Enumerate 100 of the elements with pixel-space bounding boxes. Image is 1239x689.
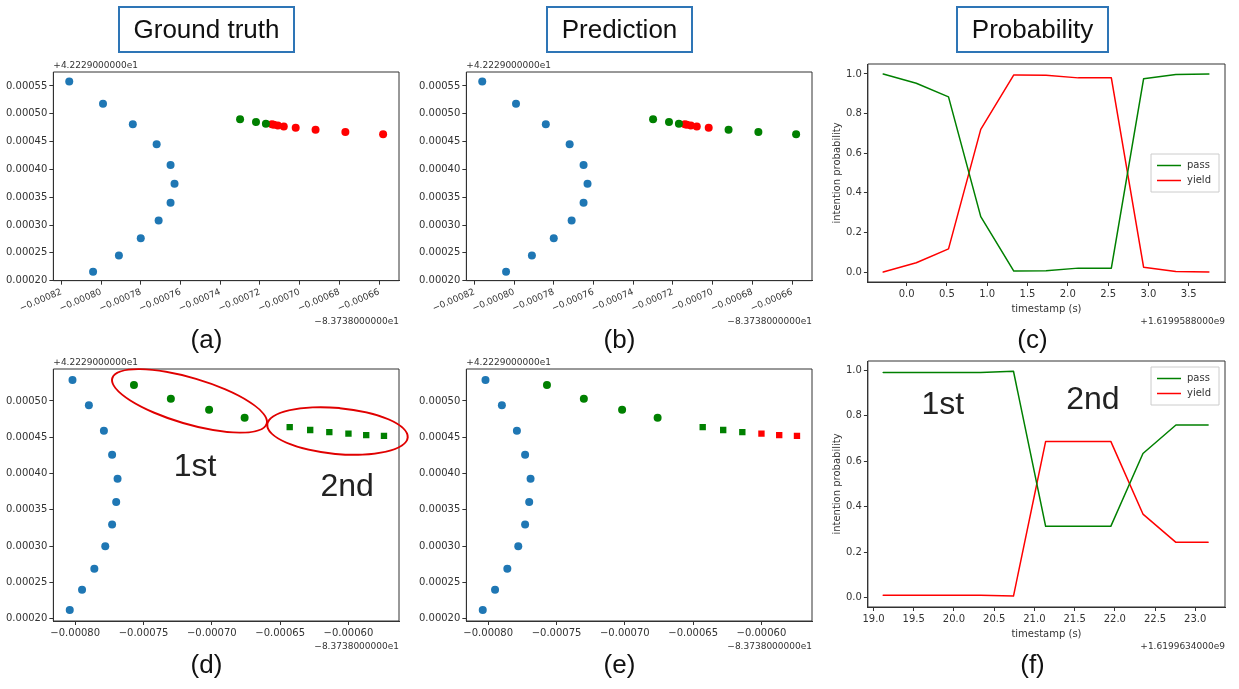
- point: [503, 564, 512, 573]
- text: (c): [1016, 324, 1049, 355]
- x-tick-label: 22.5: [1143, 612, 1167, 624]
- point: [579, 198, 588, 207]
- y-axis-title: intention probability: [830, 433, 842, 535]
- text: +4.2229000000e1: [466, 59, 552, 70]
- point: [653, 413, 662, 422]
- point: [542, 380, 551, 389]
- point: [84, 401, 93, 410]
- x-tick-label: 0.0: [898, 287, 915, 299]
- x-tick-label: 3.5: [1180, 287, 1197, 299]
- point: [692, 122, 701, 131]
- point: [541, 120, 550, 129]
- x-tick-label: 19.5: [902, 612, 925, 624]
- y-tick-label: 0.00055: [5, 79, 48, 91]
- y-tick-label: 0.00035: [5, 503, 48, 515]
- x-tick-label: 20.5: [983, 612, 1006, 624]
- y-tick-label: 0.4: [846, 186, 862, 198]
- point: [739, 429, 746, 436]
- annotation: 1st: [173, 447, 217, 484]
- point: [567, 216, 576, 225]
- legend-label: yield: [1187, 174, 1212, 186]
- y-tick-label: 0.00030: [418, 539, 461, 551]
- x-tick-label: −0.00065: [668, 626, 719, 638]
- point: [112, 497, 121, 506]
- y-tick-label: 0.00040: [5, 162, 48, 174]
- y-tick-label: 0.00050: [5, 107, 48, 119]
- point: [649, 115, 658, 124]
- text: −8.3738000000e1: [314, 640, 399, 651]
- annotation: 1st: [921, 385, 965, 422]
- x-tick-label: −0.00065: [255, 626, 306, 638]
- point: [236, 115, 245, 124]
- y-axis-title: intention probability: [830, 122, 842, 224]
- x-tick-label: −0.00080: [50, 626, 101, 638]
- point: [674, 119, 683, 128]
- x-tick-label: −0.00070: [599, 626, 650, 638]
- text: −8.3738000000e1: [727, 640, 812, 651]
- y-tick-label: 0.00050: [418, 394, 461, 406]
- point: [170, 179, 179, 188]
- x-tick-label: −0.00075: [531, 626, 582, 638]
- point: [113, 474, 122, 483]
- y-tick-label: 1.0: [846, 363, 862, 375]
- y-tick-label: 0.00040: [418, 467, 461, 479]
- y-tick-label: 0.8: [846, 409, 862, 421]
- text: (f): [1019, 649, 1046, 680]
- text: −8.3738000000e1: [727, 315, 812, 326]
- point: [108, 520, 117, 529]
- point: [136, 234, 145, 243]
- y-tick-label: 0.00025: [5, 576, 48, 588]
- y-tick-label: 0.00050: [418, 107, 461, 119]
- x-tick-label: 21.5: [1063, 612, 1086, 624]
- y-tick-label: 0.00055: [418, 79, 461, 91]
- text: −8.3738000000e1: [314, 315, 399, 326]
- point: [525, 497, 534, 506]
- point: [758, 430, 765, 437]
- y-tick-label: 0.6: [846, 454, 862, 466]
- point: [579, 160, 588, 169]
- point: [154, 216, 163, 225]
- point: [166, 160, 175, 169]
- x-tick-label: 20.0: [942, 612, 966, 624]
- y-tick-label: 0.00045: [418, 135, 461, 147]
- text: +1.6199588000e9: [1140, 315, 1226, 326]
- point: [251, 118, 260, 127]
- point: [754, 128, 763, 137]
- y-tick-label: 0.4: [846, 500, 862, 512]
- chart-title: Probability: [955, 6, 1110, 53]
- text: (d): [189, 649, 224, 680]
- y-tick-label: 0.6: [846, 146, 862, 158]
- point: [512, 426, 521, 435]
- point: [527, 251, 536, 260]
- point: [68, 375, 77, 384]
- y-tick-label: 0.00035: [5, 190, 48, 202]
- y-tick-label: 0.00025: [418, 246, 461, 258]
- annotation: 2nd: [320, 467, 374, 504]
- point: [379, 130, 388, 139]
- point: [502, 267, 511, 276]
- y-tick-label: 0.00035: [418, 190, 461, 202]
- point: [478, 77, 487, 86]
- x-tick-label: 1.5: [1019, 287, 1036, 299]
- chart-title: Ground truth: [117, 6, 296, 53]
- point: [521, 450, 530, 459]
- point: [565, 140, 574, 149]
- point: [205, 405, 214, 414]
- x-tick-label: 23.0: [1184, 612, 1207, 624]
- point: [549, 234, 558, 243]
- text: (a): [189, 324, 224, 355]
- y-tick-label: 0.00045: [5, 430, 48, 442]
- y-tick-label: 0.00045: [418, 430, 461, 442]
- point: [326, 429, 333, 436]
- x-tick-label: −0.00075: [118, 626, 169, 638]
- y-tick-label: 0.0: [846, 265, 862, 277]
- point: [90, 564, 99, 573]
- x-axis-title: timestamp (s): [1011, 302, 1082, 314]
- text: +4.2229000000e1: [53, 59, 139, 70]
- point: [279, 122, 288, 131]
- point: [261, 119, 270, 128]
- point: [291, 123, 300, 132]
- point: [497, 401, 506, 410]
- point: [89, 267, 98, 276]
- x-tick-label: −0.00060: [736, 626, 787, 638]
